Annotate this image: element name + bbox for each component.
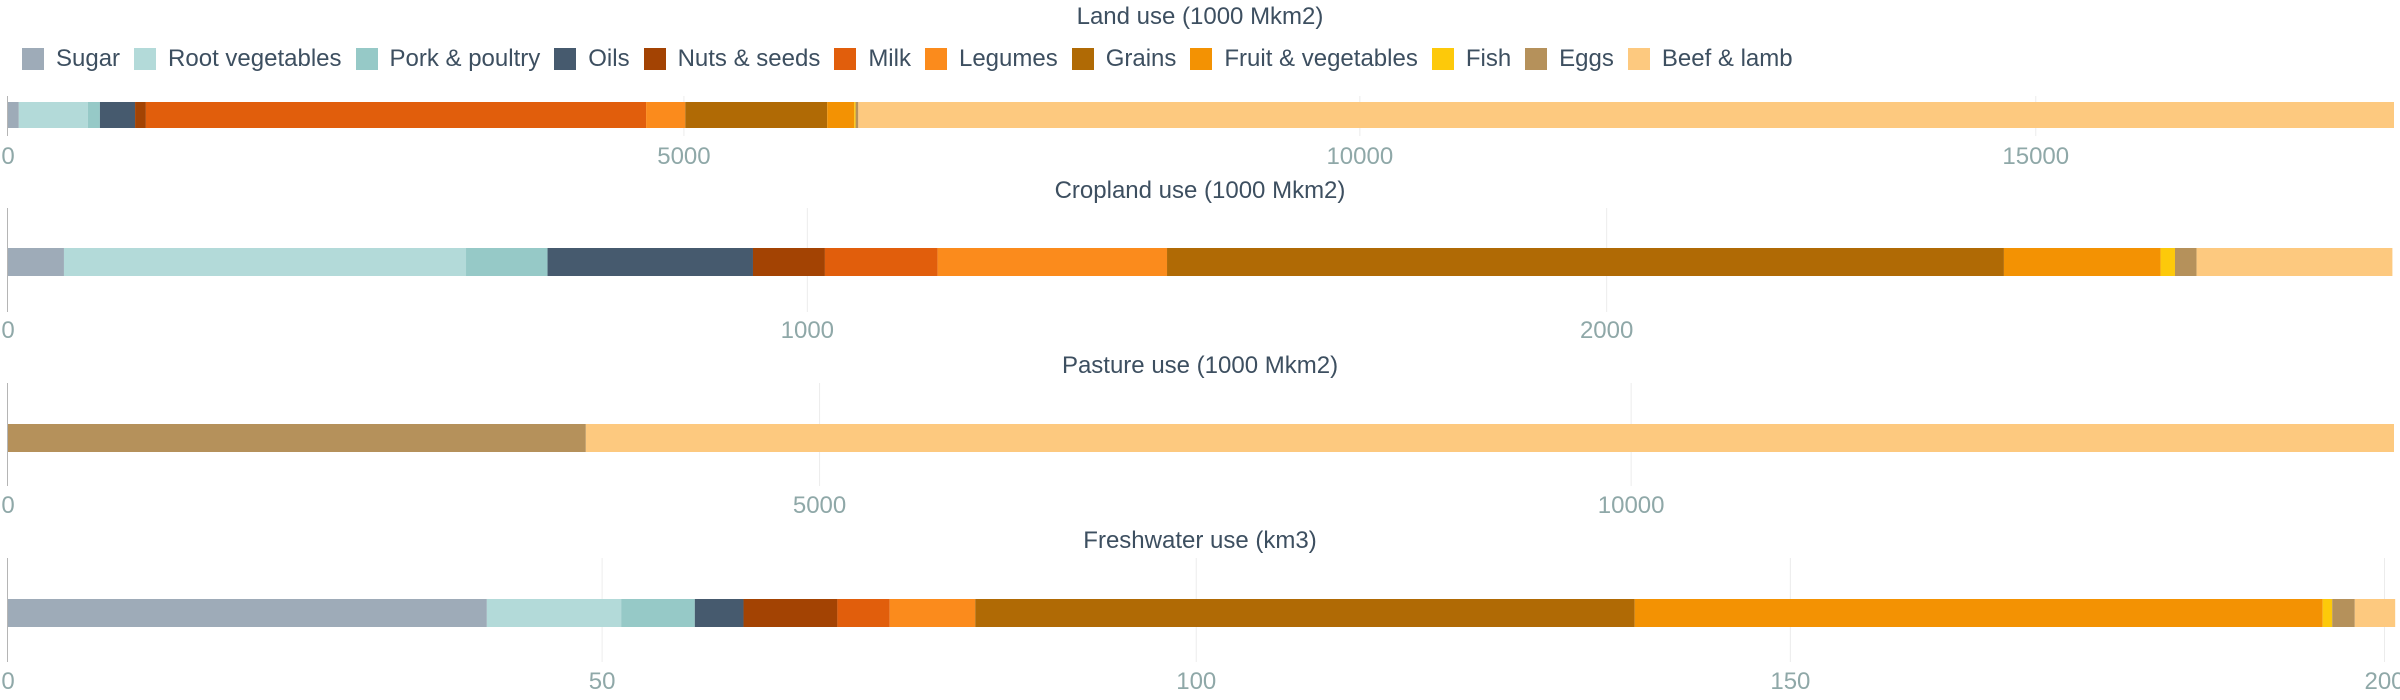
tick-label: 150 (1770, 668, 1810, 695)
legend-swatch (834, 48, 857, 70)
bar-segment (63, 248, 467, 276)
panel-title: Land use (1000 Mkm2) (1077, 3, 1324, 30)
bar-segment (824, 248, 938, 276)
legend-item[interactable]: Pork & poultry (355, 45, 541, 73)
bar-segment (855, 102, 859, 128)
bar-segment (694, 599, 744, 627)
legend-item[interactable]: Beef & lamb (1627, 45, 1793, 73)
bar-segment (752, 248, 825, 276)
legend-label: Pork & poultry (389, 45, 541, 72)
bar-segment (2196, 248, 2393, 276)
panel-title: Pasture use (1000 Mkm2) (1062, 352, 1338, 379)
chart-panel: Freshwater use (km3) 0 50 100 150 200 (1, 527, 2400, 695)
legend-swatch (643, 48, 666, 70)
legend-label: Nuts & seeds (677, 45, 821, 72)
tick-label: 10000 (1326, 143, 1393, 170)
bar-segment (827, 102, 855, 128)
bar-segment (743, 599, 838, 627)
legend-label: Root vegetables (168, 45, 342, 72)
legend-item[interactable]: Fruit & vegetables (1190, 45, 1418, 73)
legend-label: Oils (588, 45, 630, 72)
bar-segment (547, 248, 753, 276)
tick-label: 5000 (657, 143, 710, 170)
legend-label: Legumes (958, 45, 1058, 72)
bar-segment (8, 599, 487, 627)
bar-segment (145, 102, 647, 128)
chart-panel: Pasture use (1000 Mkm2) 0 5000 10000 (1, 352, 2394, 519)
legend-swatch (22, 48, 44, 70)
legend-item[interactable]: Sugar (22, 45, 120, 73)
tick-label: 50 (589, 668, 616, 695)
chart-panel: Cropland use (1000 Mkm2) 0 1000 2000 (1, 177, 2393, 344)
bar-segment (975, 599, 1635, 627)
bar-segment (8, 102, 19, 128)
legend-item[interactable]: Oils (554, 45, 630, 73)
legend-swatch (134, 48, 157, 70)
tick-label: 100 (1176, 668, 1216, 695)
legend-item[interactable]: Grains (1071, 45, 1177, 73)
legend-item[interactable]: Legumes (924, 45, 1058, 73)
bar-segment (99, 102, 136, 128)
bar-segment (854, 102, 856, 128)
tick-label: 200 (2364, 668, 2400, 695)
tick-label: 1000 (781, 317, 834, 344)
bar-segment (18, 102, 88, 128)
legend-swatch (924, 48, 947, 70)
bar-segment (858, 102, 2394, 128)
chart-legend: Sugar Root vegetables Pork & poultry Oils Nu… (22, 42, 1807, 76)
bar-segment (2003, 248, 2161, 276)
bar-segment (585, 424, 2394, 452)
bar-segment (1167, 248, 2004, 276)
bar-segment (1634, 599, 2323, 627)
panel-title: Cropland use (1000 Mkm2) (1055, 177, 1346, 204)
bar-segment (486, 599, 622, 627)
legend-swatch (1190, 48, 1213, 70)
bar-segment (8, 424, 586, 452)
bar-segment (8, 248, 64, 276)
tick-label: 0 (1, 492, 14, 519)
bar-segment (466, 248, 548, 276)
tick-label: 0 (1, 317, 14, 344)
tick-label: 2000 (1580, 317, 1633, 344)
legend-swatch (1431, 48, 1454, 70)
tick-label: 15000 (2002, 143, 2069, 170)
bar-segment (2160, 248, 2175, 276)
legend-swatch (1627, 48, 1650, 70)
legend-swatch (1071, 48, 1094, 70)
tick-label: 5000 (793, 492, 846, 519)
bar-segment (2174, 248, 2197, 276)
legend-label: Milk (868, 45, 911, 72)
panel-title: Freshwater use (km3) (1083, 527, 1316, 554)
legend-swatch (1525, 48, 1548, 70)
bar-segment (646, 102, 686, 128)
bar-segment (135, 102, 146, 128)
legend-label: Eggs (1559, 45, 1614, 72)
bar-segment (621, 599, 695, 627)
bar-segment (837, 599, 890, 627)
bar-segment (889, 599, 976, 627)
bar-segment (2354, 599, 2396, 627)
legend-item[interactable]: Fish (1431, 45, 1512, 73)
legend-item[interactable]: Eggs (1525, 45, 1614, 73)
bar-segment (937, 248, 1168, 276)
chart-panel: Land use (1000 Mkm2) 0 5000 10000 15000 (1, 3, 2394, 170)
bar-segment (2322, 599, 2333, 627)
legend-label: Fruit & vegetables (1224, 45, 1418, 72)
bar-segment (87, 102, 100, 128)
tick-label: 0 (1, 668, 14, 695)
tick-label: 10000 (1598, 492, 1665, 519)
tick-label: 0 (1, 143, 14, 170)
bar-segment (2332, 599, 2355, 627)
legend-swatch (355, 48, 378, 70)
legend-label: Beef & lamb (1661, 45, 1793, 72)
legend-label: Grains (1105, 45, 1177, 72)
legend-label: Sugar (56, 45, 121, 72)
legend-item[interactable]: Milk (834, 45, 911, 73)
legend-item[interactable]: Nuts & seeds (643, 45, 821, 73)
legend-item[interactable]: Root vegetables (134, 45, 342, 73)
legend-label: Fish (1465, 45, 1512, 72)
bar-segment (685, 102, 828, 128)
legend-swatch (554, 48, 577, 70)
